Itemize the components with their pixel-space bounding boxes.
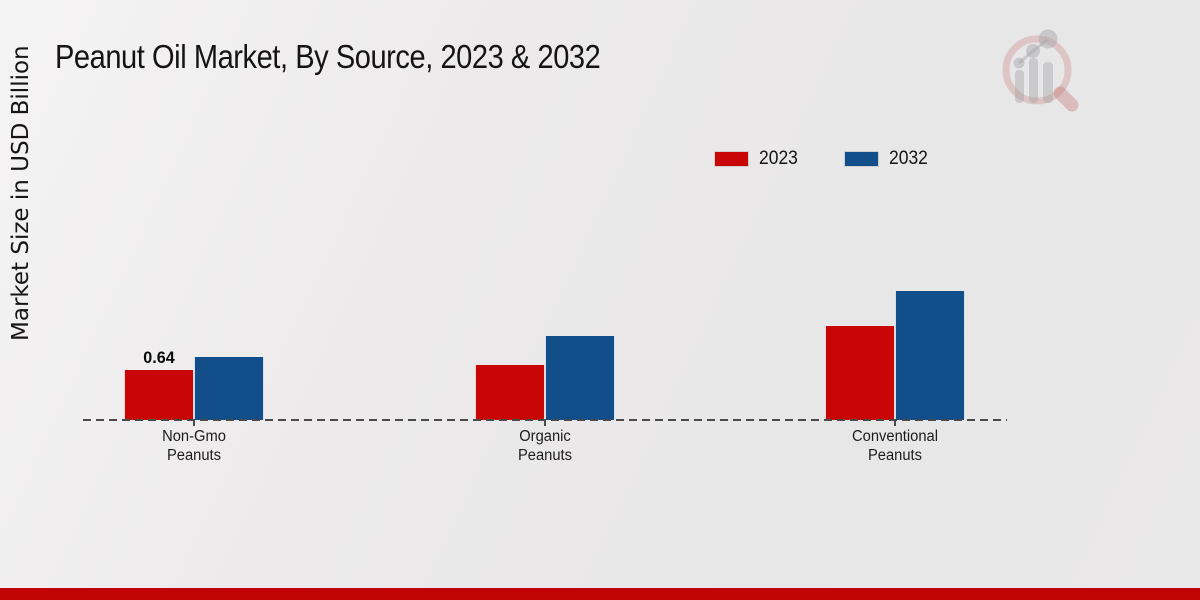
category-label-non-gmo-peanuts: Non-Gmo Peanuts	[162, 428, 226, 464]
bar-2023-organic-peanuts	[475, 365, 545, 420]
legend-item-2032: 2032	[845, 148, 931, 170]
bar-2032-organic-peanuts	[545, 335, 615, 420]
legend-label-2023: 2023	[759, 148, 798, 169]
legend-item-2023: 2023	[715, 148, 801, 170]
x-axis-tick-non-gmo-peanuts	[193, 421, 195, 426]
bar-2023-conventional-peanuts	[825, 326, 895, 420]
bar-growth-icon	[1015, 58, 1053, 103]
footer-accent-bar	[0, 588, 1200, 600]
legend-label-2032: 2032	[889, 148, 929, 169]
data-label-2023: 0.64	[143, 348, 175, 368]
magnifier-icon	[1002, 35, 1079, 112]
x-axis-baseline	[83, 419, 1007, 421]
category-label-conventional-peanuts: Conventional Peanuts	[852, 428, 938, 464]
bar-2023-non-gmo-peanuts	[124, 370, 194, 420]
legend: 2023 2032	[715, 148, 932, 170]
mrfr-logo-watermark	[1002, 29, 1079, 112]
x-axis-tick-conventional-peanuts	[894, 421, 896, 426]
chart-title: Peanut Oil Market, By Source, 2023 & 203…	[55, 38, 601, 75]
category-label-organic-peanuts: Organic Peanuts	[517, 428, 573, 464]
legend-swatch-2023	[715, 152, 748, 166]
bar-2032-conventional-peanuts	[895, 290, 965, 420]
bar-2032-non-gmo-peanuts	[194, 356, 264, 420]
legend-swatch-2032	[845, 152, 879, 166]
x-axis-tick-organic-peanuts	[544, 421, 546, 426]
trend-line-icon	[1013, 29, 1058, 69]
